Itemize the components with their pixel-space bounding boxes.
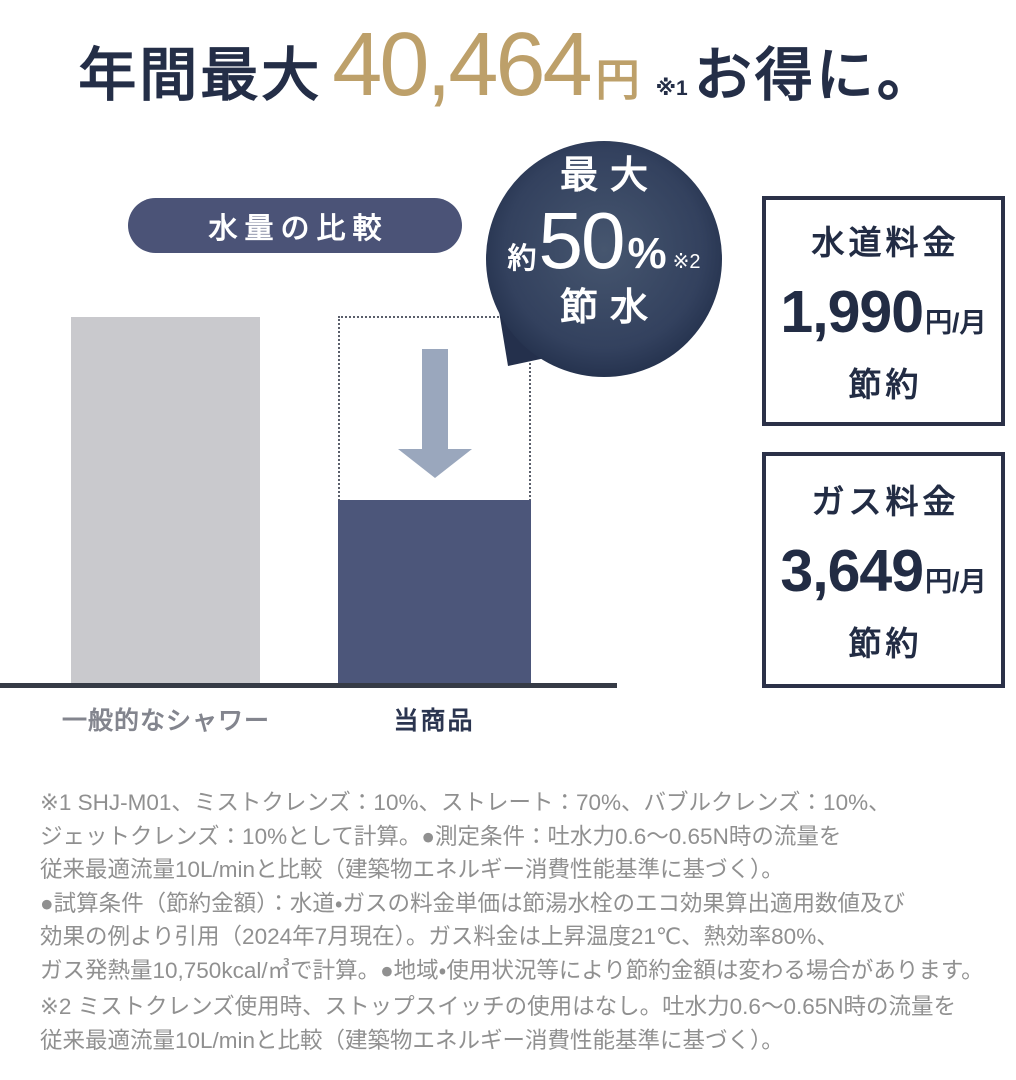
headline-amount: 40,464 <box>332 15 592 115</box>
footnote-line: ガス発熱量10,750kcal/㎥で計算。●地域・使用状況等により節約金額は変わ… <box>40 957 984 983</box>
water-bill-suffix: 節約 <box>848 366 923 403</box>
footnote-line: ジェットクレンズ：10%として計算。●測定条件：吐水力0.6〜0.65N時の流量… <box>40 823 842 849</box>
label-this-product: 当商品 <box>393 707 475 735</box>
footnote-line: ●試算条件（節約金額）：水道・ガスの料金単価は節湯水栓のエコ効果算出適用数値及び <box>40 890 905 916</box>
headline: 年間最大 40,464 円 ※1 お得に。 <box>0 14 1016 115</box>
water-bill-title: 水道料金 <box>811 224 960 261</box>
water-volume-comparison-label: 水量の比較 <box>208 212 389 245</box>
water-bill-amount-row: 1,990 円/月 <box>780 278 986 346</box>
headline-footnote-ref-1: ※1 <box>655 77 688 100</box>
bubble-approx-label: 約 <box>507 243 537 275</box>
footnote-line: ※1 SHJ-M01、ミストクレンズ：10%、ストレート：70%、バブルクレンズ… <box>40 790 891 815</box>
bubble-footnote-ref-2: ※2 <box>672 251 701 273</box>
gas-bill-unit: 円/月 <box>925 567 987 597</box>
footnote-line: 効果の例より引用（2024年7月現在）。ガス料金は上昇温度21℃、熱効率80%、 <box>40 924 839 949</box>
bubble-percent-row: 約 50 % ※2 <box>507 201 700 281</box>
footnote-line: ※2 ミストクレンズ使用時、ストップスイッチの使用はなし。吐水力0.6〜0.65… <box>40 994 956 1019</box>
footnotes: ※1 SHJ-M01、ミストクレンズ：10%、ストレート：70%、バブルクレンズ… <box>40 786 1000 1057</box>
bubble-percent-sign: % <box>627 229 667 278</box>
bar-typical-shower <box>71 317 260 684</box>
gas-bill-savings-box: ガス料金 3,649 円/月 節約 <box>762 452 1005 688</box>
gas-bill-title: ガス料金 <box>811 483 960 520</box>
footnote-line: 従来最適流量10L/minと比較（建築物エネルギー消費性能基準に基づく）。 <box>40 857 784 882</box>
water-bill-amount: 1,990 <box>780 279 924 345</box>
bar-this-product <box>338 500 531 684</box>
gas-bill-amount-row: 3,649 円/月 <box>780 537 986 605</box>
headline-suffix: お得に。 <box>693 43 938 108</box>
bubble-watersaving-label: 節水 <box>559 287 660 329</box>
water-bill-unit: 円/月 <box>925 308 987 338</box>
gas-bill-suffix: 節約 <box>848 625 923 662</box>
footnote-line: 従来最適流量10L/minと比較（建築物エネルギー消費性能基準に基づく）。 <box>40 1027 784 1053</box>
bubble-percent-value: 50 <box>538 196 626 285</box>
gas-bill-amount: 3,649 <box>780 538 924 604</box>
headline-yen-unit: 円 <box>595 56 640 105</box>
chart-baseline <box>0 683 617 688</box>
water-bill-savings-box: 水道料金 1,990 円/月 節約 <box>762 196 1005 426</box>
label-typical-shower: 一般的なシャワー <box>61 707 270 735</box>
savings-bubble-text: 最大 約 50 % ※2 節水 <box>484 157 724 327</box>
savings-bubble <box>486 141 722 377</box>
water-volume-comparison-badge: 水量の比較 <box>128 198 462 253</box>
down-arrow-icon <box>398 349 472 478</box>
headline-prefix: 年間最大 <box>78 43 323 108</box>
bubble-max-label: 最大 <box>559 155 660 197</box>
